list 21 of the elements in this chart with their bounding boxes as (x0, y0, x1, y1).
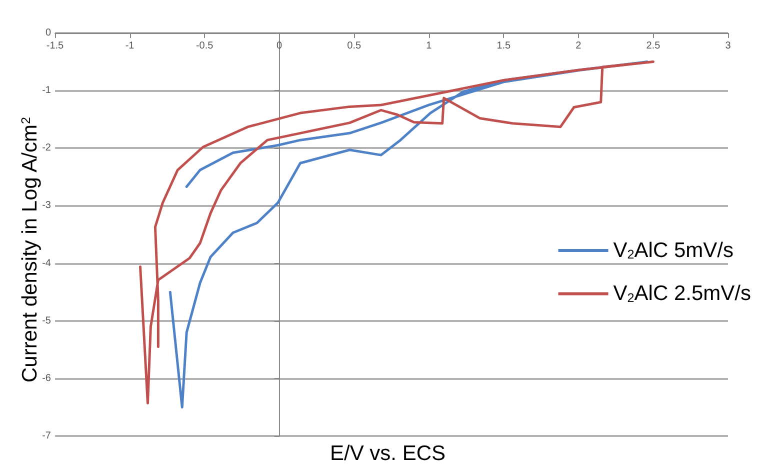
x-tick-label: -1.5 (46, 40, 64, 52)
y-tick-label: -6 (42, 372, 52, 384)
x-tick-label: 1 (426, 40, 432, 52)
x-axis-title: E/V vs. ECS (330, 442, 446, 465)
x-tick-label: -1 (125, 40, 135, 52)
y-tick-label: 0 (45, 28, 52, 38)
x-tick-label: 1.5 (496, 40, 512, 52)
x-tick-label: 0.5 (347, 40, 362, 52)
legend-label: V2AlC 5mV/s (613, 239, 734, 262)
x-tick-label: 3 (725, 40, 732, 52)
y-tick-label: -1 (42, 85, 52, 96)
x-tick-label: -0.5 (196, 40, 214, 52)
y-tick-label: -2 (42, 142, 52, 154)
x-tick-label: 2.5 (646, 40, 661, 52)
y-tick-label: -3 (42, 200, 52, 212)
y-tick-label: -4 (42, 258, 52, 269)
legend-label: V2AlC 2.5mV/s (613, 282, 752, 306)
x-tick-label: 2 (576, 40, 582, 52)
y-axis-title: Current density in Log A/cm2 (18, 116, 42, 382)
y-tick-label: -7 (42, 430, 52, 442)
y-tick-label: -5 (42, 315, 52, 326)
